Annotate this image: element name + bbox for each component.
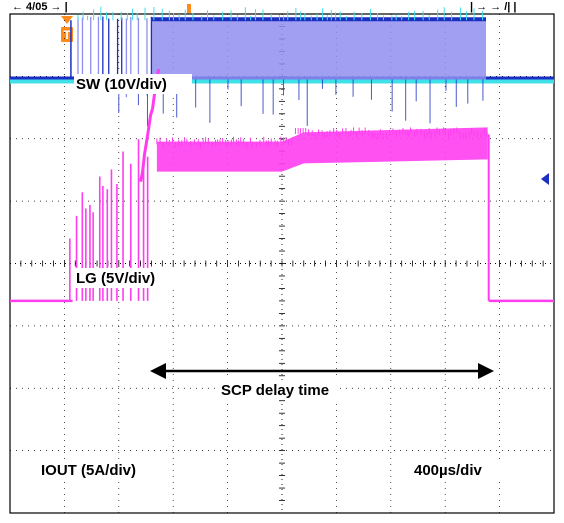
- header-text-right: | → → /| |: [470, 1, 517, 13]
- sw-reference-marker: [541, 173, 549, 185]
- sw-trace: [10, 6, 554, 127]
- header-strip: [0, 0, 564, 14]
- lg-plateau-band: [156, 127, 488, 172]
- scp-delay-label: SCP delay time: [221, 382, 329, 399]
- sw-label: SW (10V/div): [76, 76, 167, 93]
- sw-high-rail: [151, 17, 486, 22]
- scp-label-bg: [219, 380, 337, 400]
- timebase-label-bg: [412, 460, 504, 480]
- sw-baseline-secondary: [10, 79, 554, 84]
- scp-delay-arrow-left-head: [150, 363, 166, 379]
- trigger-marker: T: [61, 16, 73, 42]
- sw-label-bg: [74, 74, 192, 94]
- trigger-marker-arrow: [61, 16, 73, 24]
- sw-switching-envelope: [151, 20, 486, 80]
- header-orange-marker: [187, 4, 191, 13]
- trigger-marker-box: [61, 27, 73, 42]
- scp-delay-arrow: [150, 363, 494, 379]
- trigger-marker-label: T: [63, 28, 71, 42]
- iout-label: IOUT (5A/div): [41, 462, 136, 479]
- scp-delay-arrow-right-head: [478, 363, 494, 379]
- timebase-label: 400µs/div: [414, 462, 483, 479]
- lg-label: LG (5V/div): [76, 270, 155, 287]
- iout-label-bg: [39, 460, 165, 480]
- header-text-left: ← 4/05 → |: [12, 1, 68, 13]
- lg-label-bg: [74, 268, 174, 288]
